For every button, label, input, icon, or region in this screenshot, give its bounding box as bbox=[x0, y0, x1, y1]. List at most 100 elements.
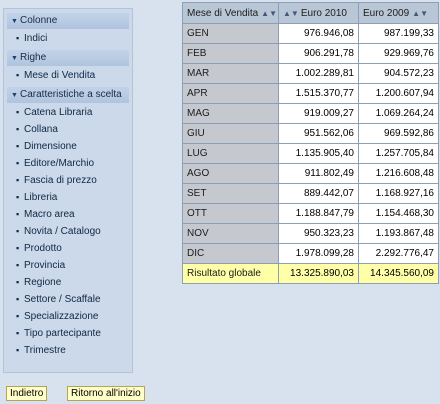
value-cell: 969.592,86 bbox=[358, 123, 439, 144]
collapse-triangle-icon[interactable]: ▼ bbox=[11, 18, 18, 25]
nav-section-header[interactable]: ▼ Righe bbox=[7, 50, 129, 66]
return-to-start-button[interactable]: Ritorno all'inizio bbox=[67, 386, 145, 401]
nav-item[interactable]: ▪ Catena Libraria bbox=[6, 104, 130, 121]
nav-item[interactable]: ▪ Dimensione bbox=[6, 138, 130, 155]
column-header-label: Euro 2009 bbox=[363, 7, 410, 19]
bullet-icon: ▪ bbox=[16, 141, 20, 151]
nav-item[interactable]: ▪ Settore / Scaffale bbox=[6, 291, 130, 308]
value-cell: 14.345.560,09 bbox=[358, 263, 439, 284]
value-cell: 1.257.705,84 bbox=[358, 143, 439, 164]
row-label-cell[interactable]: AGO bbox=[182, 163, 279, 184]
table-row: APR 1.515.370,77 1.200.607,94 bbox=[182, 83, 439, 104]
row-label-cell[interactable]: GIU bbox=[182, 123, 279, 144]
nav-item[interactable]: ▪ Provincia bbox=[6, 257, 130, 274]
row-label-cell[interactable]: DIC bbox=[182, 243, 279, 264]
table-row: DIC 1.978.099,28 2.292.776,47 bbox=[182, 243, 439, 264]
nav-item[interactable]: ▪ Libreria bbox=[6, 189, 130, 206]
sort-icon[interactable]: ▲▼ bbox=[261, 8, 278, 18]
table-row: MAR 1.002.289,81 904.572,23 bbox=[182, 63, 439, 84]
table-row: FEB 906.291,78 929.969,76 bbox=[182, 43, 439, 64]
value-cell: 1.069.264,24 bbox=[358, 103, 439, 124]
value-cell: 13.325.890,03 bbox=[278, 263, 359, 284]
value-cell: 1.216.608,48 bbox=[358, 163, 439, 184]
bullet-icon: ▪ bbox=[16, 70, 20, 80]
sort-icon[interactable]: ▲▼ bbox=[412, 8, 428, 18]
value-cell: 1.188.847,79 bbox=[278, 203, 359, 224]
nav-item[interactable]: ▪ Editore/Marchio bbox=[6, 155, 130, 172]
value-cell: 950.323,23 bbox=[278, 223, 359, 244]
nav-item-label: Libreria bbox=[24, 192, 58, 203]
nav-section-header[interactable]: ▼ Colonne bbox=[7, 13, 129, 29]
value-cell: 929.969,76 bbox=[358, 43, 439, 64]
nav-item[interactable]: ▪ Tipo partecipante bbox=[6, 325, 130, 342]
nav-section-header[interactable]: ▼ Caratteristiche a scelta bbox=[7, 87, 129, 103]
collapse-triangle-icon[interactable]: ▼ bbox=[11, 55, 18, 62]
nav-item[interactable]: ▪ Collana bbox=[6, 121, 130, 138]
row-label-cell[interactable]: MAR bbox=[182, 63, 279, 84]
nav-item[interactable]: ▪ Mese di Vendita bbox=[6, 67, 130, 84]
nav-item[interactable]: ▪ Macro area bbox=[6, 206, 130, 223]
column-header-month[interactable]: Mese di Vendita ▲▼ bbox=[182, 2, 279, 24]
collapse-triangle-icon[interactable]: ▼ bbox=[11, 92, 18, 99]
bullet-icon: ▪ bbox=[16, 124, 20, 134]
table-row: LUG 1.135.905,40 1.257.705,84 bbox=[182, 143, 439, 164]
bullet-icon: ▪ bbox=[16, 158, 20, 168]
nav-item-label: Mese di Vendita bbox=[24, 70, 96, 81]
nav-item-label: Specializzazione bbox=[24, 311, 99, 322]
back-button[interactable]: Indietro bbox=[6, 386, 48, 401]
value-cell: 1.193.867,48 bbox=[358, 223, 439, 244]
bullet-icon: ▪ bbox=[16, 260, 20, 270]
bullet-icon: ▪ bbox=[16, 175, 20, 185]
value-cell: 911.802,49 bbox=[278, 163, 359, 184]
nav-item[interactable]: ▪ Indici bbox=[6, 30, 130, 47]
results-table: Mese di Vendita ▲▼ ▲▼ Euro 2010 Euro 2009 ▲… bbox=[182, 2, 439, 284]
table-row: OTT 1.188.847,79 1.154.468,30 bbox=[182, 203, 439, 224]
row-label-cell[interactable]: Risultato globale bbox=[182, 263, 279, 284]
nav-item-label: Trimestre bbox=[24, 345, 66, 356]
row-label-cell[interactable]: NOV bbox=[182, 223, 279, 244]
value-cell: 904.572,23 bbox=[358, 63, 439, 84]
row-label-cell[interactable]: LUG bbox=[182, 143, 279, 164]
bullet-icon: ▪ bbox=[16, 345, 20, 355]
row-label-cell[interactable]: GEN bbox=[182, 23, 279, 44]
bullet-icon: ▪ bbox=[16, 192, 20, 202]
bullet-icon: ▪ bbox=[16, 33, 20, 43]
value-cell: 987.199,33 bbox=[358, 23, 439, 44]
bullet-icon: ▪ bbox=[16, 107, 20, 117]
table-row: GEN 976.946,08 987.199,33 bbox=[182, 23, 439, 44]
nav-item[interactable]: ▪ Regione bbox=[6, 274, 130, 291]
value-cell: 919.009,27 bbox=[278, 103, 359, 124]
value-cell: 889.442,07 bbox=[278, 183, 359, 204]
column-header-euro-2010[interactable]: ▲▼ Euro 2010 bbox=[278, 2, 359, 24]
nav-item[interactable]: ▪ Trimestre bbox=[6, 342, 130, 359]
nav-item[interactable]: ▪ Specializzazione bbox=[6, 308, 130, 325]
sort-icon[interactable]: ▲▼ bbox=[283, 8, 299, 18]
bullet-icon: ▪ bbox=[16, 328, 20, 338]
nav-item[interactable]: ▪ Novita / Catalogo bbox=[6, 223, 130, 240]
row-label-cell[interactable]: OTT bbox=[182, 203, 279, 224]
column-header-euro-2009[interactable]: Euro 2009 ▲▼ bbox=[358, 2, 439, 24]
table-row: MAG 919.009,27 1.069.264,24 bbox=[182, 103, 439, 124]
nav-item-label: Provincia bbox=[24, 260, 66, 271]
value-cell: 1.002.289,81 bbox=[278, 63, 359, 84]
nav-item[interactable]: ▪ Prodotto bbox=[6, 240, 130, 257]
value-cell: 1.515.370,77 bbox=[278, 83, 359, 104]
bullet-icon: ▪ bbox=[16, 294, 20, 304]
value-cell: 1.135.905,40 bbox=[278, 143, 359, 164]
row-label-cell[interactable]: MAG bbox=[182, 103, 279, 124]
total-row: Risultato globale 13.325.890,03 14.345.560… bbox=[182, 263, 439, 284]
row-label-cell[interactable]: FEB bbox=[182, 43, 279, 64]
table-row: AGO 911.802,49 1.216.608,48 bbox=[182, 163, 439, 184]
nav-item-label: Novita / Catalogo bbox=[24, 226, 101, 237]
nav-item-label: Catena Libraria bbox=[24, 107, 93, 118]
nav-item-label: Tipo partecipante bbox=[24, 328, 101, 339]
nav-item-label: Macro area bbox=[24, 209, 75, 220]
row-label-cell[interactable]: SET bbox=[182, 183, 279, 204]
value-cell: 1.978.099,28 bbox=[278, 243, 359, 264]
nav-item[interactable]: ▪ Fascia di prezzo bbox=[6, 172, 130, 189]
bullet-icon: ▪ bbox=[16, 311, 20, 321]
table-header-row: Mese di Vendita ▲▼ ▲▼ Euro 2010 Euro 2009 ▲… bbox=[182, 2, 439, 24]
row-label-cell[interactable]: APR bbox=[182, 83, 279, 104]
nav-section-title: Colonne bbox=[20, 15, 58, 26]
navigation-panel: ▼ Colonne ▪ Indici ▼ Righe ▪ Mese di Vendita ▼ Ca… bbox=[3, 8, 133, 373]
